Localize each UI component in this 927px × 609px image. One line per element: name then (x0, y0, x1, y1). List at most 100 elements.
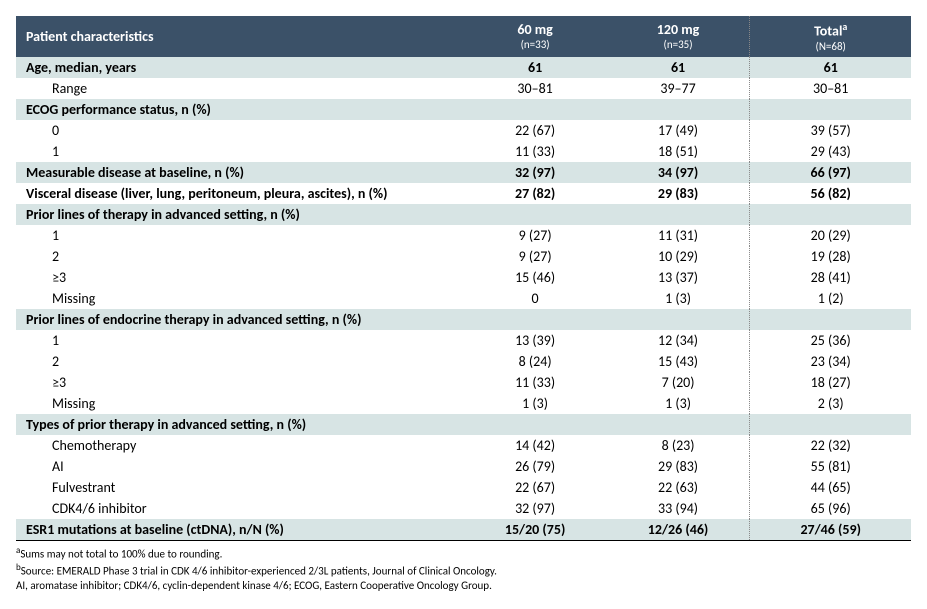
cell-total: 30–81 (750, 78, 911, 99)
table-row: Prior lines of therapy in advanced setti… (16, 204, 911, 225)
cell-60mg: 9 (27) (464, 246, 607, 267)
row-label: 1 (16, 141, 464, 162)
cell-120mg: 10 (29) (607, 246, 750, 267)
cell-total: 18 (27) (750, 372, 911, 393)
row-label: Prior lines of therapy in advanced setti… (16, 204, 464, 225)
cell-total: 25 (36) (750, 330, 911, 351)
row-label: ECOG performance status, n (%) (16, 99, 464, 120)
row-label: Missing (16, 288, 464, 309)
footnote-a: aSums may not total to 100% due to round… (16, 545, 911, 562)
cell-total: 27/46 (59) (750, 519, 911, 541)
cell-60mg: 11 (33) (464, 141, 607, 162)
cell-60mg (464, 414, 607, 435)
header-total-sup: a (842, 20, 847, 33)
cell-60mg: 26 (79) (464, 456, 607, 477)
cell-120mg (607, 414, 750, 435)
cell-60mg: 61 (464, 57, 607, 78)
cell-120mg: 12/26 (46) (607, 519, 750, 541)
row-label: Age, median, years (16, 57, 464, 78)
cell-60mg: 8 (24) (464, 351, 607, 372)
cell-120mg: 22 (63) (607, 477, 750, 498)
footnotes: aSums may not total to 100% due to round… (16, 545, 911, 593)
cell-total: 22 (32) (750, 435, 911, 456)
cell-120mg: 34 (97) (607, 162, 750, 183)
cell-120mg: 29 (83) (607, 183, 750, 204)
table-row: Types of prior therapy in advanced setti… (16, 414, 911, 435)
cell-60mg: 14 (42) (464, 435, 607, 456)
header-120mg: 120 mg (n=35) (607, 16, 750, 57)
cell-60mg: 32 (97) (464, 498, 607, 519)
footnote-b: bSource: EMERALD Phase 3 trial in CDK 4/… (16, 562, 911, 579)
cell-120mg: 11 (31) (607, 225, 750, 246)
table-row: 28 (24)15 (43)23 (34) (16, 351, 911, 372)
cell-120mg: 12 (34) (607, 330, 750, 351)
table-row: CDK4/6 inhibitor32 (97)33 (94)65 (96) (16, 498, 911, 519)
cell-60mg: 32 (97) (464, 162, 607, 183)
header-total-main: Total (814, 23, 842, 40)
table-row: 113 (39)12 (34)25 (36) (16, 330, 911, 351)
cell-120mg: 18 (51) (607, 141, 750, 162)
cell-total (750, 99, 911, 120)
patient-characteristics-table-wrap: Patient characteristics 60 mg (n=33) 120… (16, 16, 911, 593)
row-label: Range (16, 78, 464, 99)
header-120mg-main: 120 mg (657, 21, 699, 38)
footnote-a-text: Sums may not total to 100% due to roundi… (20, 547, 222, 560)
cell-total: 20 (29) (750, 225, 911, 246)
cell-120mg: 61 (607, 57, 750, 78)
cell-120mg (607, 204, 750, 225)
cell-120mg: 13 (37) (607, 267, 750, 288)
table-row: 022 (67)17 (49)39 (57) (16, 120, 911, 141)
cell-120mg: 1 (3) (607, 393, 750, 414)
cell-60mg: 27 (82) (464, 183, 607, 204)
table-header: Patient characteristics 60 mg (n=33) 120… (16, 16, 911, 57)
cell-total: 61 (750, 57, 911, 78)
cell-total: 23 (34) (750, 351, 911, 372)
table-row: Missing1 (3)1 (3)2 (3) (16, 393, 911, 414)
row-label: 0 (16, 120, 464, 141)
cell-60mg: 15 (46) (464, 267, 607, 288)
cell-total (750, 414, 911, 435)
cell-120mg: 39–77 (607, 78, 750, 99)
table-row: AI26 (79)29 (83)55 (81) (16, 456, 911, 477)
footnote-b-text: Source: EMERALD Phase 3 trial in CDK 4/6… (21, 564, 497, 577)
footnote-abbrev-text: AI, aromatase inhibitor; CDK4/6, cyclin-… (16, 579, 492, 592)
table-row: Fulvestrant22 (67)22 (63)44 (65) (16, 477, 911, 498)
cell-60mg: 11 (33) (464, 372, 607, 393)
cell-120mg: 15 (43) (607, 351, 750, 372)
cell-120mg: 1 (3) (607, 288, 750, 309)
row-label: Types of prior therapy in advanced setti… (16, 414, 464, 435)
cell-total: 55 (81) (750, 456, 911, 477)
cell-120mg: 29 (83) (607, 456, 750, 477)
cell-120mg: 7 (20) (607, 372, 750, 393)
table-row: ECOG performance status, n (%) (16, 99, 911, 120)
patient-characteristics-table: Patient characteristics 60 mg (n=33) 120… (16, 16, 911, 541)
row-label: Prior lines of endocrine therapy in adva… (16, 309, 464, 330)
row-label: ≥3 (16, 372, 464, 393)
table-row: Range30–8139–7730–81 (16, 78, 911, 99)
cell-total: 19 (28) (750, 246, 911, 267)
cell-60mg: 0 (464, 288, 607, 309)
row-label: CDK4/6 inhibitor (16, 498, 464, 519)
table-body: Age, median, years616161Range30–8139–773… (16, 57, 911, 541)
table-row: Chemotherapy14 (42)8 (23)22 (32) (16, 435, 911, 456)
row-label: 1 (16, 225, 464, 246)
cell-60mg: 15/20 (75) (464, 519, 607, 541)
header-60mg: 60 mg (n=33) (464, 16, 607, 57)
table-row: ≥315 (46)13 (37)28 (41) (16, 267, 911, 288)
header-60mg-main: 60 mg (517, 21, 552, 38)
cell-total (750, 309, 911, 330)
cell-total: 66 (97) (750, 162, 911, 183)
row-label: Measurable disease at baseline, n (%) (16, 162, 464, 183)
table-row: 19 (27)11 (31)20 (29) (16, 225, 911, 246)
cell-total: 28 (41) (750, 267, 911, 288)
cell-60mg: 1 (3) (464, 393, 607, 414)
cell-total: 65 (96) (750, 498, 911, 519)
row-label: 2 (16, 351, 464, 372)
cell-120mg (607, 99, 750, 120)
row-label: Visceral disease (liver, lung, peritoneu… (16, 183, 464, 204)
table-row: Prior lines of endocrine therapy in adva… (16, 309, 911, 330)
cell-60mg (464, 309, 607, 330)
header-total: Totala (N=68) (750, 16, 911, 57)
cell-60mg: 30–81 (464, 78, 607, 99)
cell-60mg: 13 (39) (464, 330, 607, 351)
